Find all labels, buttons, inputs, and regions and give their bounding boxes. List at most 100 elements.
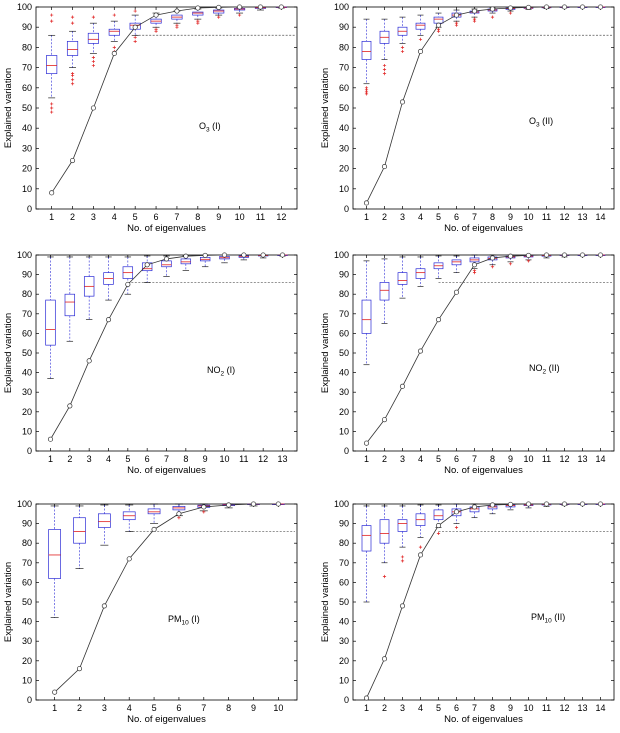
- panel-label-sub: 3: [536, 122, 540, 129]
- box-3: [397, 505, 408, 563]
- outlier-point: [91, 59, 96, 64]
- y-tick-label: 60: [339, 577, 349, 587]
- x-tick-label: 9: [508, 703, 513, 713]
- x-tick-label: 6: [176, 703, 181, 713]
- panel-label-main: NO: [207, 365, 221, 375]
- y-tick-label: 30: [22, 387, 32, 397]
- x-tick-label: 5: [133, 212, 138, 222]
- y-tick-label: 10: [22, 426, 32, 436]
- x-tick-label: 8: [490, 212, 495, 222]
- box-3: [98, 504, 111, 546]
- x-tick-label: 10: [235, 212, 245, 222]
- box-body: [361, 40, 372, 60]
- box-2: [379, 258, 390, 324]
- curve-point: [453, 12, 460, 18]
- y-tick-label: 100: [334, 2, 349, 12]
- y-tick-label: 40: [22, 123, 32, 133]
- curve-point: [543, 252, 550, 258]
- x-axis-label: No. of eigenvalues: [444, 465, 523, 476]
- curve-point: [275, 501, 281, 507]
- panel-label-suffix: (II): [546, 363, 560, 373]
- y-tick-label: 30: [339, 143, 349, 153]
- box-2: [66, 15, 79, 86]
- x-tick-label: 4: [418, 703, 423, 713]
- panel-label-main: NO: [529, 363, 543, 373]
- plot-frame: [352, 254, 615, 452]
- curve-point: [363, 695, 370, 701]
- curve-point: [278, 4, 284, 10]
- x-tick-label: 12: [559, 703, 569, 713]
- curve-point: [260, 252, 266, 258]
- curve-point: [543, 4, 550, 10]
- curve-point: [49, 190, 55, 196]
- curve-point: [132, 24, 138, 30]
- outlier-point: [133, 9, 137, 13]
- curve-point: [507, 501, 514, 507]
- y-tick-label: 40: [22, 368, 32, 378]
- outlier-point: [196, 19, 200, 23]
- curve-point: [257, 4, 264, 10]
- curve-point: [47, 436, 54, 442]
- x-tick-label: 8: [490, 454, 495, 464]
- curve-point: [579, 252, 586, 258]
- box-body: [415, 22, 426, 30]
- box-body: [147, 508, 161, 515]
- x-tick-label: 4: [112, 212, 117, 222]
- curve-point: [216, 4, 222, 10]
- y-tick-label: 90: [22, 270, 32, 280]
- curve-point: [471, 504, 478, 510]
- plot-frame: [35, 6, 298, 210]
- y-axis-label: Explained variation: [320, 562, 331, 642]
- curve-point: [489, 6, 496, 12]
- x-tick-label: 11: [542, 703, 551, 713]
- box-2: [73, 505, 86, 569]
- box-8: [192, 8, 204, 25]
- curve-point: [90, 105, 96, 111]
- x-tick-label: 9: [203, 454, 208, 464]
- outlier-point: [418, 37, 423, 41]
- box-body: [48, 529, 61, 579]
- panel-label: PM10 (I): [168, 614, 200, 627]
- y-tick-label: 90: [22, 22, 32, 32]
- x-tick-label: 9: [251, 703, 256, 713]
- panel-label-suffix: (II): [552, 612, 566, 622]
- panel-label-sub: 2: [543, 369, 547, 376]
- curve-point: [195, 5, 201, 11]
- box-body: [64, 293, 76, 317]
- box-1: [45, 256, 56, 379]
- outlier-point: [91, 55, 96, 60]
- curve-point: [525, 501, 532, 507]
- curve-point: [241, 252, 247, 258]
- box-body: [361, 525, 372, 552]
- curve-point: [144, 262, 150, 268]
- y-tick-label: 0: [344, 204, 349, 214]
- outlier-point: [50, 13, 54, 17]
- x-tick-label: 12: [276, 212, 286, 222]
- outlier-point: [508, 11, 513, 15]
- x-axis-label: No. of eigenvalues: [127, 465, 206, 476]
- y-tick-label: 80: [22, 538, 32, 548]
- x-tick-label: 5: [436, 703, 441, 713]
- outlier-point: [382, 574, 387, 579]
- panel-label-suffix: (I): [210, 121, 221, 131]
- outlier-point: [454, 525, 459, 530]
- y-tick-label: 20: [339, 656, 349, 666]
- x-tick-label: 13: [277, 454, 287, 464]
- y-tick-label: 80: [339, 289, 349, 299]
- panel-label-sub: 10: [545, 618, 553, 625]
- x-tick-label: 1: [364, 454, 369, 464]
- y-tick-label: 40: [22, 617, 32, 627]
- x-tick-label: 1: [48, 454, 53, 464]
- x-tick-label: 2: [382, 454, 387, 464]
- curve-point: [561, 4, 568, 10]
- y-tick-label: 70: [339, 63, 349, 73]
- y-tick-label: 100: [17, 250, 32, 260]
- box-2: [379, 505, 390, 579]
- outlier-point: [237, 13, 242, 17]
- curve-point: [201, 504, 207, 510]
- outlier-point: [50, 102, 54, 106]
- outlier-point: [50, 106, 54, 110]
- y-tick-label: 60: [339, 328, 349, 338]
